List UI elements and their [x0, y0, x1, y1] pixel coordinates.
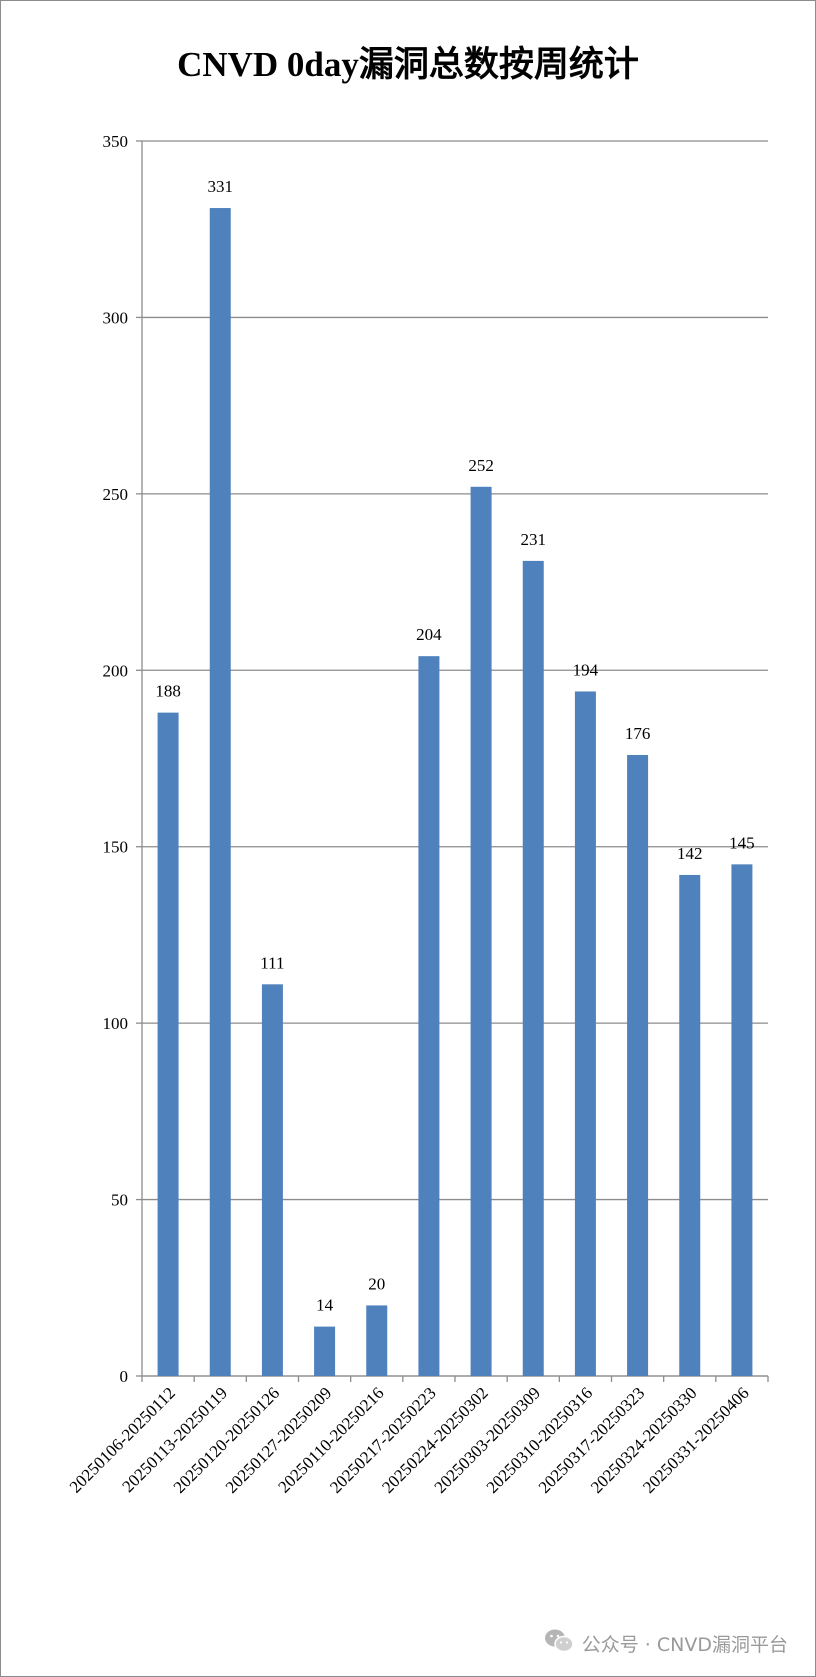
- data-label: 145: [729, 833, 755, 852]
- data-label: 14: [316, 1296, 334, 1315]
- bar: [366, 1305, 388, 1376]
- data-label: 142: [677, 844, 703, 863]
- bar: [157, 712, 179, 1376]
- watermark: 公众号 · CNVD漏洞平台: [544, 1628, 788, 1659]
- chart-title: CNVD 0day漏洞总数按周统计: [177, 45, 639, 84]
- y-tick-label: 350: [103, 132, 129, 151]
- bar: [627, 754, 649, 1376]
- y-tick-label: 50: [111, 1191, 128, 1210]
- bar: [731, 864, 753, 1376]
- y-tick-label: 150: [103, 838, 129, 857]
- bar: [522, 560, 544, 1376]
- data-label: 111: [260, 953, 284, 972]
- bar: [679, 874, 701, 1376]
- bar: [261, 984, 283, 1376]
- wechat-icon: [544, 1628, 574, 1659]
- watermark-text: 公众号 · CNVD漏洞平台: [581, 1634, 788, 1656]
- bar: [209, 208, 231, 1377]
- data-label: 231: [521, 530, 547, 549]
- y-tick-label: 200: [103, 661, 129, 680]
- bar: [314, 1326, 336, 1376]
- bar: [574, 691, 596, 1376]
- y-tick-label: 100: [103, 1014, 129, 1033]
- bar: [418, 656, 440, 1376]
- bar: [470, 486, 492, 1376]
- data-label: 252: [468, 456, 494, 475]
- y-tick-label: 300: [103, 308, 129, 327]
- data-label: 20: [368, 1274, 385, 1293]
- y-tick-label: 0: [120, 1367, 129, 1386]
- data-label: 194: [573, 660, 599, 679]
- data-label: 204: [416, 625, 442, 644]
- data-label: 176: [625, 724, 651, 743]
- data-label: 331: [208, 177, 234, 196]
- data-label: 188: [155, 682, 181, 701]
- y-tick-label: 250: [103, 485, 129, 504]
